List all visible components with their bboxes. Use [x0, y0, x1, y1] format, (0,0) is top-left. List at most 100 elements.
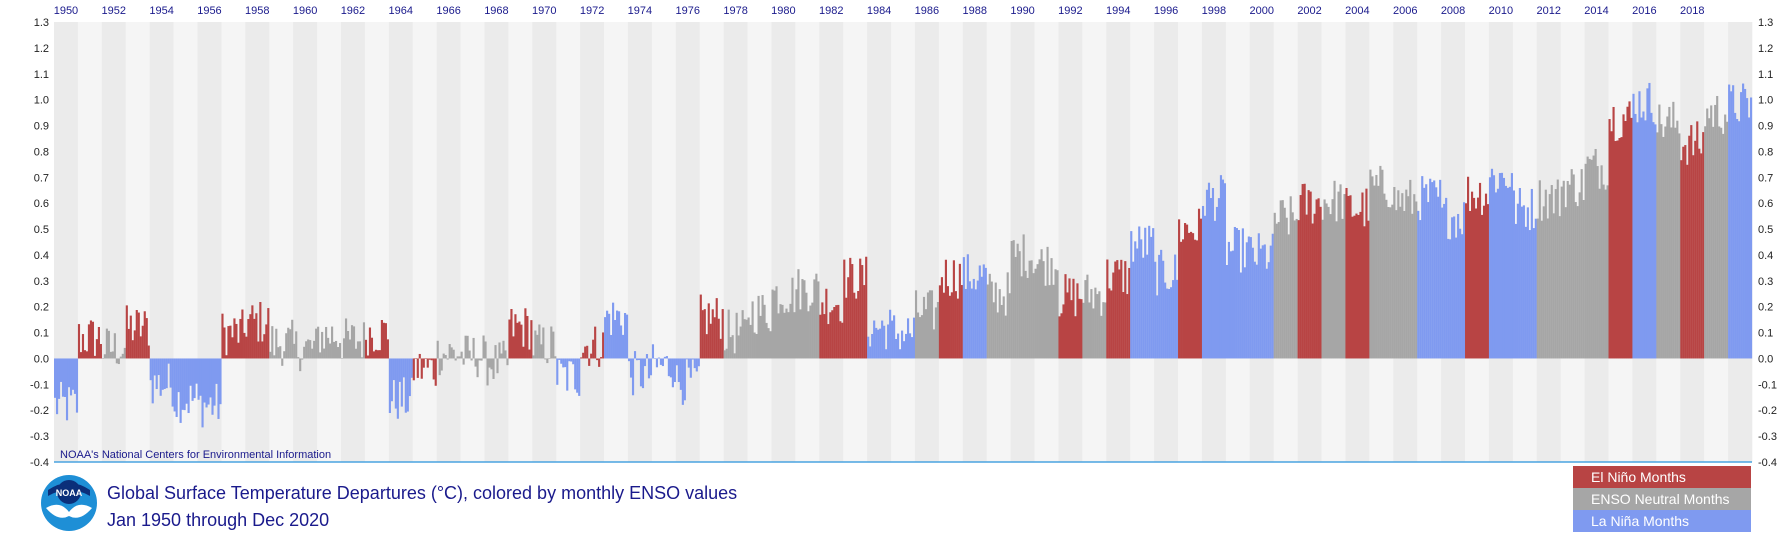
- month-bar: [566, 358, 569, 391]
- month-bar: [1162, 260, 1165, 359]
- month-bar: [506, 358, 509, 366]
- month-bar: [749, 324, 752, 359]
- month-bar: [1672, 101, 1675, 359]
- month-bar: [1245, 242, 1248, 359]
- month-bar: [715, 298, 718, 359]
- month-bar: [1636, 122, 1639, 359]
- month-bar: [582, 352, 585, 359]
- month-bar: [418, 353, 421, 359]
- month-bar: [223, 327, 226, 359]
- month-bar: [54, 358, 57, 398]
- month-bar: [1708, 118, 1711, 359]
- month-bar: [1399, 206, 1402, 359]
- month-bar: [1560, 186, 1563, 359]
- month-bar: [1227, 241, 1230, 359]
- y-tick-label-left: 0.9: [34, 121, 49, 133]
- x-tick-label: 2008: [1441, 5, 1465, 17]
- month-bar: [1676, 120, 1679, 359]
- month-bar: [1092, 308, 1095, 359]
- month-bar: [699, 294, 702, 359]
- month-bar: [1397, 190, 1400, 359]
- month-bar: [735, 312, 738, 359]
- month-bar: [1016, 243, 1019, 359]
- month-bar: [926, 292, 930, 359]
- month-bar: [289, 329, 292, 359]
- month-bar: [107, 330, 110, 359]
- month-bar: [1369, 169, 1372, 359]
- month-bar: [1572, 174, 1575, 359]
- month-bar: [1265, 268, 1268, 359]
- y-tick-label-left: 1.1: [34, 69, 49, 81]
- month-bar: [1472, 197, 1476, 359]
- y-tick-label-right: 0.0: [1758, 353, 1773, 365]
- month-bar: [1235, 228, 1238, 359]
- month-bar: [823, 314, 826, 359]
- month-bar: [827, 324, 830, 359]
- month-bar: [861, 265, 864, 359]
- month-bar: [695, 358, 698, 372]
- month-bar: [420, 358, 423, 379]
- month-bar: [1142, 257, 1145, 359]
- month-bar: [1168, 289, 1171, 359]
- month-bar: [520, 324, 523, 359]
- month-bar: [745, 319, 748, 359]
- month-bar: [524, 308, 527, 359]
- month-bar: [825, 288, 828, 359]
- month-bar: [362, 322, 366, 359]
- month-bar: [906, 318, 910, 359]
- month-bar: [1317, 198, 1320, 359]
- month-bar: [1670, 127, 1673, 359]
- y-tick-label-left: 1.2: [34, 43, 49, 55]
- month-bar: [217, 358, 220, 419]
- x-tick-label: 2012: [1536, 5, 1560, 17]
- month-bar: [693, 358, 696, 369]
- month-bar: [360, 357, 364, 359]
- month-bar: [1558, 216, 1561, 359]
- month-bar: [169, 358, 172, 388]
- month-bar: [1182, 239, 1185, 359]
- month-bar: [675, 358, 678, 366]
- month-bar: [1686, 164, 1689, 359]
- month-bar: [1584, 163, 1587, 359]
- month-bar: [1335, 221, 1338, 359]
- month-bar: [1552, 213, 1555, 359]
- month-bar: [275, 328, 278, 359]
- month-bar: [725, 348, 728, 359]
- x-tick-label: 1992: [1058, 5, 1082, 17]
- month-bar: [1702, 132, 1705, 359]
- month-bar: [462, 358, 465, 365]
- month-bar: [295, 331, 298, 359]
- month-bar: [1550, 185, 1553, 359]
- month-bar: [1742, 83, 1745, 359]
- month-bar: [1100, 315, 1103, 359]
- month-bar: [853, 292, 856, 359]
- month-bar: [1644, 120, 1647, 359]
- month-bar: [464, 335, 467, 359]
- month-bar: [1062, 304, 1065, 359]
- y-tick-label-right: 0.4: [1758, 250, 1773, 262]
- month-bar: [1594, 148, 1597, 359]
- noaa-logo: NOAA: [40, 474, 98, 532]
- month-bar: [412, 358, 415, 381]
- month-bar: [408, 358, 411, 397]
- month-bar: [1251, 247, 1254, 359]
- month-bar: [1114, 261, 1117, 359]
- month-bar: [1076, 283, 1079, 359]
- month-bar: [1467, 176, 1470, 359]
- month-bar: [1285, 217, 1288, 359]
- month-bar: [392, 358, 395, 381]
- month-bar: [325, 326, 328, 359]
- month-bar: [430, 358, 433, 361]
- month-bar: [163, 358, 166, 389]
- month-bar: [610, 334, 613, 359]
- month-bar: [249, 314, 252, 359]
- month-bar: [548, 358, 551, 359]
- month-bar: [1514, 223, 1517, 359]
- month-bar: [709, 323, 712, 359]
- month-bar: [191, 358, 194, 401]
- month-bar: [1008, 293, 1011, 359]
- month-bar: [75, 358, 79, 413]
- month-bar: [1353, 215, 1356, 359]
- month-bar: [789, 303, 792, 359]
- month-bar: [1347, 195, 1350, 359]
